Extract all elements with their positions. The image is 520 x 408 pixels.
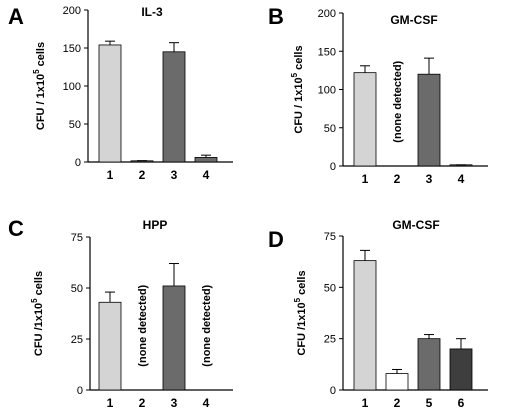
bar <box>98 44 122 163</box>
y-tick-label: 50 <box>324 282 336 294</box>
y-tick-label: 0 <box>77 385 83 397</box>
none-detected-annotation: (none detected) <box>392 60 404 142</box>
y-axis-label-unit: cells <box>35 42 47 70</box>
panel-title: GM-CSF <box>392 218 439 232</box>
panel-a: A IL-3 CFU / 1x105 cells 0 50 100 150 200 1 2 3 4 <box>8 4 233 182</box>
panel-title: GM-CSF <box>390 13 437 27</box>
panel-letter: D <box>268 227 284 252</box>
y-tick-label: 0 <box>330 385 336 397</box>
none-detected-annotation: (none detected) <box>201 284 213 366</box>
x-tick-label: 1 <box>107 396 114 408</box>
panel-title: IL-3 <box>141 5 163 19</box>
y-tick-label: 25 <box>71 334 83 346</box>
y-tick-label: 100 <box>63 81 81 93</box>
y-axis-label-main: CFU / 1x10 <box>293 77 305 133</box>
bar <box>353 72 377 167</box>
y-axis-label-exponent: 5 <box>30 298 39 303</box>
y-tick-label: 50 <box>71 283 83 295</box>
bar <box>385 373 409 391</box>
y-axis-label: CFU /1x105 cells <box>293 270 308 355</box>
y-axis-label-exponent: 5 <box>290 72 299 77</box>
x-tick-label: 3 <box>426 172 433 186</box>
panel-letter: B <box>268 4 284 29</box>
y-tick-label: 0 <box>75 157 81 169</box>
x-tick-label: 4 <box>203 168 210 182</box>
y-axis-label-unit: cells <box>296 270 308 298</box>
x-tick-label: 4 <box>458 172 465 186</box>
bar <box>194 157 218 163</box>
y-tick-label: 25 <box>324 334 336 346</box>
x-tick-label: 1 <box>362 396 369 408</box>
y-tick-label: 200 <box>318 8 336 20</box>
y-axis-label: CFU / 1x105 cells <box>32 42 47 130</box>
x-tick-label: 4 <box>203 396 210 408</box>
x-tick-label: 6 <box>458 396 465 408</box>
x-tick-label: 3 <box>171 168 178 182</box>
bar <box>449 348 473 391</box>
y-tick-label: 150 <box>318 46 336 58</box>
bar <box>98 301 122 391</box>
panel-letter: C <box>8 216 24 241</box>
y-tick-label: 150 <box>63 43 81 55</box>
y-tick-label: 50 <box>324 123 336 135</box>
y-axis-label-main: CFU /1x10 <box>296 302 308 355</box>
y-axis-label-exponent: 5 <box>32 69 41 74</box>
x-tick-label: 1 <box>107 168 114 182</box>
y-tick-label: 100 <box>318 85 336 97</box>
panel-title: HPP <box>143 218 168 232</box>
y-axis-label-main: CFU /1x10 <box>33 303 45 356</box>
bar <box>417 73 441 167</box>
panel-letter: A <box>8 4 24 29</box>
y-axis-label-exponent: 5 <box>293 297 302 302</box>
y-axis-label-main: CFU / 1x10 <box>35 74 47 130</box>
x-tick-label: 1 <box>362 172 369 186</box>
y-axis-label: CFU /1x105 cells <box>30 271 45 356</box>
bar <box>353 260 377 391</box>
y-axis-label-unit: cells <box>33 271 45 299</box>
y-axis-label: CFU / 1x105 cells <box>290 45 305 133</box>
bar <box>162 51 186 163</box>
x-tick-label: 2 <box>394 396 401 408</box>
panel-b: B GM-CSF CFU / 1x105 cells 0 50 100 150 200 1 2 3 4… <box>268 4 488 186</box>
x-tick-label: 2 <box>139 168 146 182</box>
y-tick-label: 75 <box>71 232 83 244</box>
panel-c: C HPP CFU /1x105 cells 0 25 50 75 1 2 3 4 (none det… <box>8 216 233 408</box>
bar <box>162 285 186 391</box>
x-tick-label: 5 <box>426 396 433 408</box>
y-tick-label: 50 <box>69 119 81 131</box>
y-tick-label: 75 <box>324 231 336 243</box>
y-tick-label: 0 <box>330 161 336 173</box>
y-axis-label-unit: cells <box>293 45 305 73</box>
y-tick-label: 200 <box>63 5 81 17</box>
x-tick-label: 2 <box>394 172 401 186</box>
bar <box>417 338 441 391</box>
x-tick-label: 3 <box>171 396 178 408</box>
none-detected-annotation: (none detected) <box>137 284 149 366</box>
x-tick-label: 2 <box>139 396 146 408</box>
